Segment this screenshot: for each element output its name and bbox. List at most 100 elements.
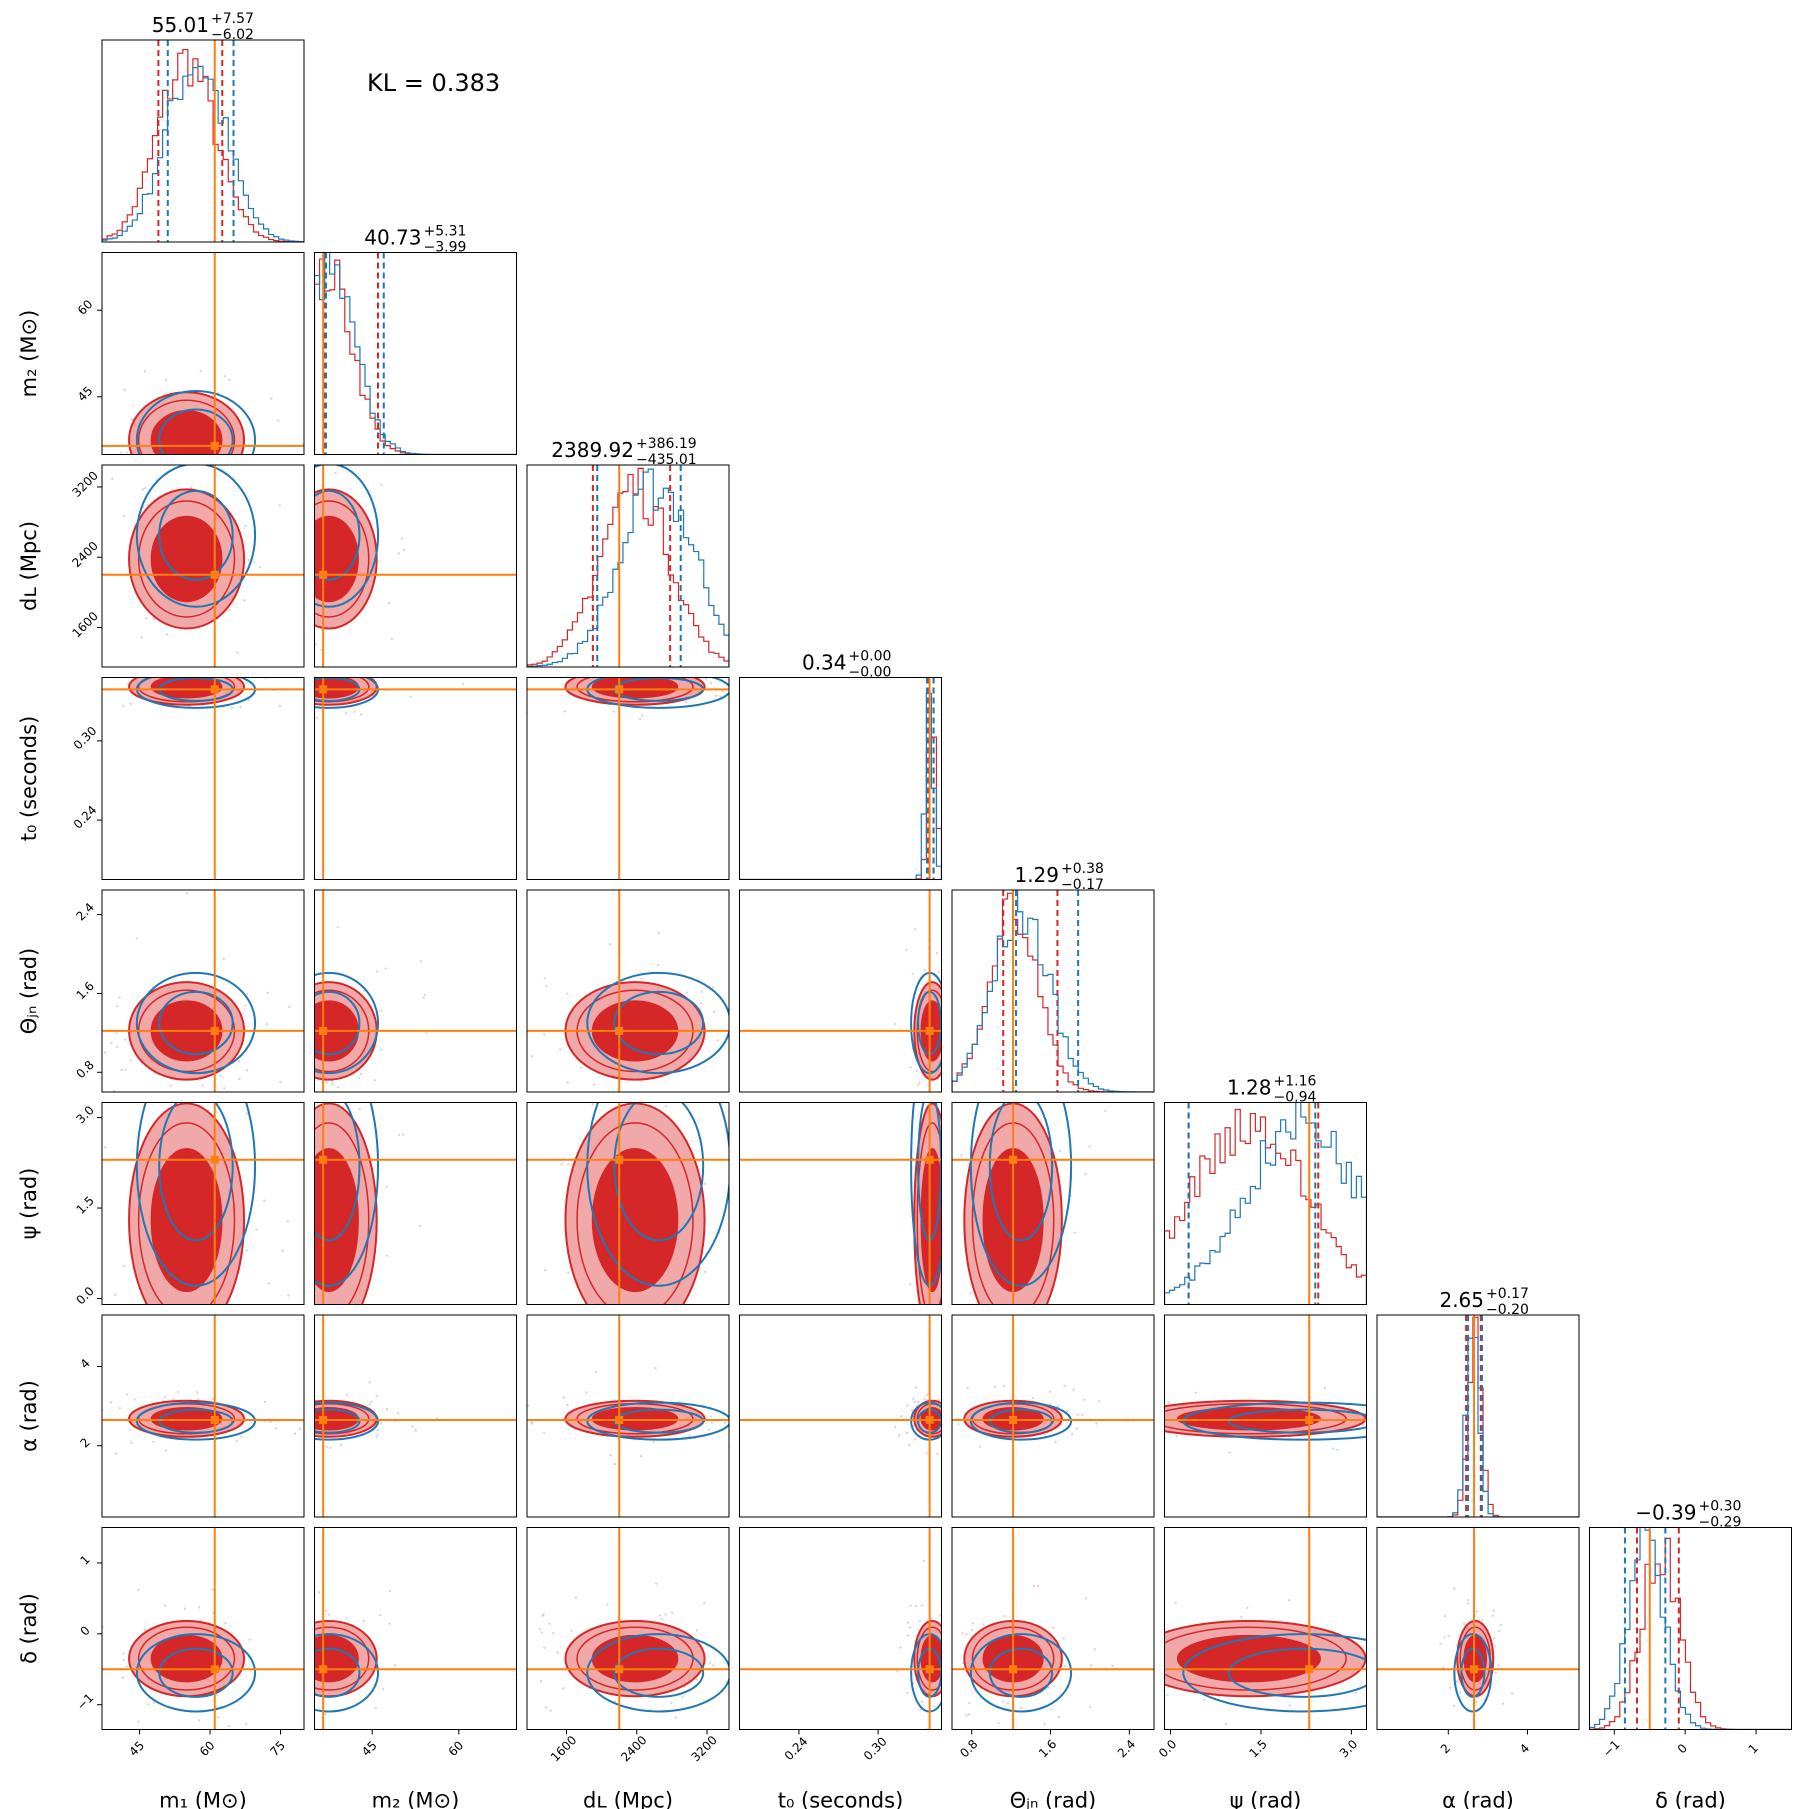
scatter-point bbox=[592, 1374, 594, 1376]
scatter-point bbox=[1129, 1693, 1131, 1695]
scatter-point bbox=[947, 1613, 949, 1615]
scatter-point bbox=[363, 1341, 365, 1343]
scatter-point bbox=[245, 1249, 248, 1252]
hist-red-psi bbox=[1164, 1108, 1367, 1305]
scatter-point bbox=[918, 1619, 922, 1622]
scatter-point bbox=[560, 1163, 563, 1166]
truth-marker bbox=[925, 1026, 934, 1035]
scatter-point bbox=[1062, 1637, 1066, 1640]
scatter-point bbox=[712, 1088, 714, 1090]
hist-red-delta bbox=[1589, 1537, 1792, 1730]
title-m2: 40.73 +5.31−3.99 bbox=[364, 224, 466, 256]
scatter-point bbox=[562, 1396, 565, 1399]
scatter-point bbox=[376, 1433, 379, 1436]
y-tick-label: −1 bbox=[74, 1691, 96, 1713]
panel-m2-t0 bbox=[296, 674, 517, 880]
scatter-point bbox=[905, 1431, 908, 1435]
scatter-point bbox=[531, 1055, 534, 1058]
scatter-point bbox=[1200, 1769, 1202, 1771]
scatter-point bbox=[146, 503, 149, 507]
scatter-point bbox=[311, 1704, 313, 1706]
scatter-point bbox=[802, 1071, 804, 1073]
scatter-point bbox=[269, 1607, 271, 1609]
scatter-point bbox=[262, 598, 264, 600]
scatter-point bbox=[704, 1369, 706, 1371]
x-tick-label: 1 bbox=[1746, 1741, 1761, 1756]
scatter-point bbox=[238, 1077, 241, 1081]
scatter-point bbox=[639, 1454, 643, 1458]
scatter-point bbox=[914, 1386, 918, 1389]
scatter-point bbox=[107, 1380, 109, 1382]
scatter-point bbox=[591, 1102, 594, 1106]
scatter-point bbox=[299, 982, 301, 984]
scatter-point bbox=[674, 1716, 677, 1719]
scatter-point bbox=[606, 662, 608, 664]
scatter-point bbox=[325, 1609, 328, 1612]
scatter-point bbox=[269, 668, 271, 670]
scatter-point bbox=[628, 655, 630, 657]
y-tick-label: 60 bbox=[75, 297, 96, 318]
scatter-point bbox=[300, 1213, 302, 1215]
scatter-point bbox=[280, 557, 282, 559]
hist-red-m1 bbox=[102, 48, 304, 242]
panel-m2-theta bbox=[288, 889, 517, 1093]
scatter-point bbox=[1031, 1375, 1033, 1377]
scatter-point bbox=[1065, 1409, 1069, 1413]
scatter-point bbox=[1175, 1435, 1178, 1438]
x-tick-label: 0.30 bbox=[861, 1734, 890, 1763]
scatter-point bbox=[965, 1713, 968, 1717]
scatter-point bbox=[540, 1631, 544, 1634]
scatter-point bbox=[1097, 1400, 1101, 1403]
contour-blue-outer bbox=[314, 465, 380, 608]
scatter-point bbox=[1031, 1389, 1033, 1391]
scatter-point bbox=[288, 1053, 290, 1055]
scatter-point bbox=[541, 1614, 544, 1617]
panel-frame bbox=[314, 464, 517, 668]
scatter-point bbox=[955, 1310, 957, 1312]
scatter-point bbox=[289, 1629, 291, 1631]
scatter-point bbox=[1228, 1451, 1231, 1454]
scatter-point bbox=[960, 1153, 963, 1157]
scatter-point bbox=[270, 397, 273, 400]
scatter-point bbox=[1452, 1704, 1456, 1708]
scatter-point bbox=[916, 1083, 920, 1087]
x-tick-label: 3200 bbox=[688, 1733, 719, 1764]
scatter-point bbox=[402, 548, 406, 551]
scatter-point bbox=[125, 1665, 128, 1668]
scatter-point bbox=[609, 1454, 612, 1457]
scatter-point bbox=[89, 511, 91, 513]
scatter-point bbox=[707, 1428, 711, 1432]
scatter-point bbox=[341, 674, 343, 676]
title-value: 55.01 bbox=[152, 13, 209, 37]
scatter-point bbox=[1194, 1391, 1197, 1394]
scatter-point bbox=[385, 1254, 389, 1257]
scatter-point bbox=[216, 1693, 219, 1697]
title-value: 2389.92 bbox=[551, 438, 634, 462]
scatter-point bbox=[914, 1335, 916, 1337]
scatter-point bbox=[344, 712, 348, 715]
scatter-point bbox=[295, 1416, 297, 1418]
scatter-point bbox=[385, 1407, 389, 1411]
scatter-point bbox=[943, 995, 945, 997]
scatter-point bbox=[253, 560, 256, 564]
scatter-point bbox=[254, 1377, 256, 1379]
scatter-point bbox=[295, 988, 297, 990]
panel-m1-t0: 0.24 0.30 t₀ (seconds) bbox=[17, 668, 305, 880]
scatter-point bbox=[955, 1020, 957, 1022]
x-axis-label-t0: t₀ (seconds) bbox=[778, 1789, 904, 1809]
scatter-point bbox=[963, 1025, 965, 1027]
scatter-point bbox=[1002, 1384, 1005, 1388]
scatter-point bbox=[401, 1133, 405, 1136]
contour-blue-outer bbox=[586, 971, 729, 1075]
scatter-point bbox=[703, 1601, 706, 1605]
title-plus: +7.57 bbox=[211, 11, 254, 27]
scatter-point bbox=[296, 718, 298, 720]
scatter-point bbox=[656, 963, 660, 967]
x-tick-label: 45 bbox=[359, 1738, 380, 1759]
scatter-point bbox=[1492, 1609, 1496, 1612]
scatter-point bbox=[183, 1607, 187, 1610]
scatter-point bbox=[943, 1603, 945, 1605]
scatter-point bbox=[54, 1399, 56, 1401]
truth-marker bbox=[319, 1155, 328, 1164]
